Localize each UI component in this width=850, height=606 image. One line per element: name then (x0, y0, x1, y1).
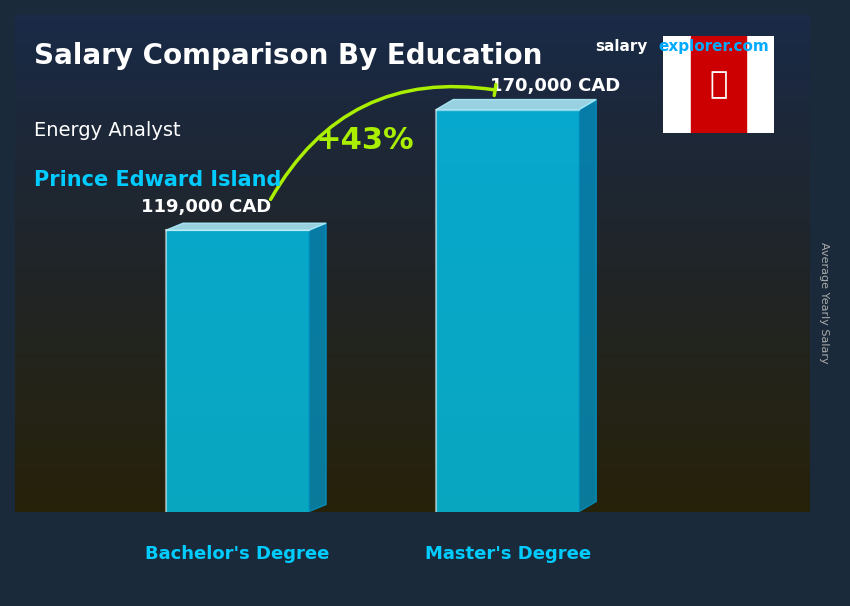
Bar (663, 36, 690, 133)
Text: explorer.com: explorer.com (659, 39, 769, 55)
Text: Bachelor's Degree: Bachelor's Degree (145, 545, 330, 563)
Text: +43%: +43% (315, 126, 414, 155)
Polygon shape (309, 223, 326, 511)
Polygon shape (166, 223, 326, 230)
Bar (436, 110, 579, 511)
Bar (690, 36, 746, 133)
Polygon shape (579, 99, 596, 511)
Text: salary: salary (595, 39, 648, 55)
Bar (746, 36, 774, 133)
Text: Energy Analyst: Energy Analyst (34, 121, 180, 140)
Bar (166, 230, 309, 511)
Text: Average Yearly Salary: Average Yearly Salary (819, 242, 829, 364)
Text: 🍁: 🍁 (709, 70, 728, 99)
Text: 119,000 CAD: 119,000 CAD (140, 198, 271, 216)
Text: Prince Edward Island: Prince Edward Island (34, 170, 281, 190)
Text: Master's Degree: Master's Degree (424, 545, 591, 563)
Text: 170,000 CAD: 170,000 CAD (490, 78, 620, 95)
Text: Salary Comparison By Education: Salary Comparison By Education (34, 42, 542, 70)
Polygon shape (436, 99, 596, 110)
